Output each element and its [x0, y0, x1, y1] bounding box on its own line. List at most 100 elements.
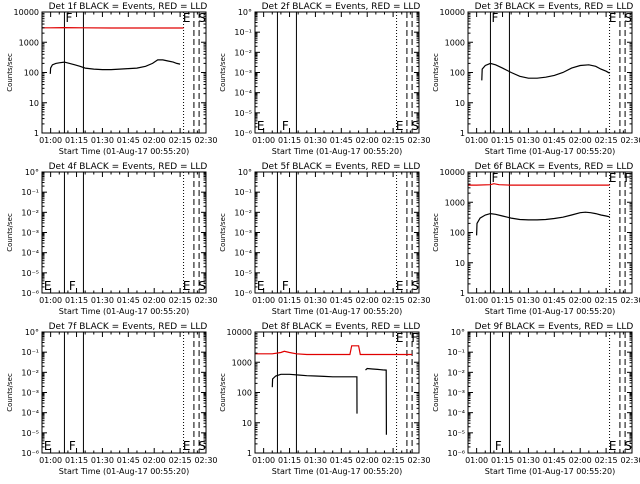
y-axis-label: Counts/sec — [6, 53, 14, 92]
y-tick-label: 10⁻¹ — [234, 28, 252, 37]
x-axis-label: Start Time (01-Aug-17 00:55:20) — [272, 307, 403, 316]
lld-series-line — [468, 184, 610, 185]
x-tick-label: 01:30 — [91, 136, 114, 145]
x-tick-label: 01:15 — [491, 456, 514, 465]
y-tick-label: 10000 — [440, 168, 465, 177]
x-tick-label: 01:15 — [491, 296, 514, 305]
y-tick-label: 1000 — [232, 358, 252, 367]
y-tick-label: 10 — [455, 259, 465, 268]
events-series-line — [272, 374, 357, 413]
x-tick-label: 02:15 — [169, 296, 192, 305]
x-tick-label: 02:15 — [382, 456, 405, 465]
plot-frame — [255, 12, 419, 133]
y-tick-label: 10⁻⁴ — [234, 249, 252, 258]
y-axis-label: Counts/sec — [6, 213, 14, 252]
plot-frame — [42, 172, 206, 293]
y-tick-label: 10⁻⁴ — [234, 89, 252, 98]
y-tick-label: 10° — [25, 168, 39, 177]
y-tick-label: 10⁻¹ — [21, 188, 39, 197]
y-tick-label: 10000 — [227, 328, 252, 337]
plot-frame — [42, 332, 206, 453]
y-tick-label: 10⁻² — [447, 368, 465, 377]
y-tick-label: 10⁻⁴ — [21, 409, 39, 418]
y-tick-label: 10⁻³ — [447, 389, 465, 398]
x-tick-label: 02:15 — [169, 456, 192, 465]
marker-label-f: F — [69, 439, 76, 453]
y-tick-label: 10⁻² — [234, 208, 252, 217]
marker-label-f: F — [69, 279, 76, 293]
x-tick-label: 01:00 — [39, 296, 62, 305]
y-tick-label: 10⁻⁴ — [21, 249, 39, 258]
x-tick-label: 01:15 — [65, 136, 88, 145]
y-tick-label: 10 — [455, 99, 465, 108]
x-tick-label: 01:30 — [304, 136, 327, 145]
y-tick-label: 10⁻⁵ — [234, 269, 252, 278]
x-tick-label: 02:00 — [569, 296, 592, 305]
y-tick-label: 10⁻⁶ — [447, 449, 465, 458]
marker-label-e: E — [396, 331, 404, 345]
x-tick-label: 02:30 — [407, 456, 430, 465]
x-tick-label: 01:30 — [91, 296, 114, 305]
events-series-line — [50, 60, 180, 74]
marker-label-e: E — [183, 439, 191, 453]
y-tick-label: 100 — [24, 69, 39, 78]
marker-label-e: E — [396, 279, 404, 293]
panel-title: Det 2f BLACK = Events, RED = LLD — [262, 2, 421, 12]
y-axis-label: Counts/sec — [219, 53, 227, 92]
x-tick-label: 02:30 — [620, 456, 640, 465]
x-tick-label: 02:30 — [194, 296, 217, 305]
y-tick-label: 1000 — [445, 198, 465, 207]
x-axis-label: Start Time (01-Aug-17 00:55:20) — [485, 467, 616, 476]
y-tick-label: 10 — [29, 99, 39, 108]
y-tick-label: 10⁻⁵ — [234, 109, 252, 118]
x-tick-label: 01:00 — [465, 296, 488, 305]
marker-label-e: E — [183, 11, 191, 25]
x-tick-label: 02:15 — [382, 136, 405, 145]
x-tick-label: 02:30 — [620, 136, 640, 145]
y-tick-label: 10° — [238, 168, 252, 177]
x-tick-label: 01:45 — [117, 296, 140, 305]
plot-frame — [468, 172, 632, 293]
x-tick-label: 01:00 — [39, 136, 62, 145]
x-axis-label: Start Time (01-Aug-17 00:55:20) — [59, 307, 190, 316]
y-tick-label: 10⁻⁵ — [21, 429, 39, 438]
marker-label-e: E — [609, 11, 617, 25]
x-tick-label: 02:15 — [169, 136, 192, 145]
y-tick-label: 10° — [25, 328, 39, 337]
y-tick-label: 10000 — [14, 8, 39, 17]
x-tick-label: 02:30 — [620, 296, 640, 305]
x-tick-label: 01:00 — [465, 136, 488, 145]
y-tick-label: 10⁻⁴ — [447, 409, 465, 418]
y-tick-label: 100 — [450, 69, 465, 78]
y-tick-label: 10⁻¹ — [21, 348, 39, 357]
x-tick-label: 02:15 — [595, 456, 618, 465]
x-axis-label: Start Time (01-Aug-17 00:55:20) — [59, 467, 190, 476]
panel-title: Det 4f BLACK = Events, RED = LLD — [49, 162, 208, 172]
x-tick-label: 02:15 — [595, 136, 618, 145]
y-axis-label: Counts/sec — [432, 373, 440, 412]
marker-label-f: F — [282, 119, 289, 133]
x-tick-label: 02:30 — [407, 136, 430, 145]
panel-title: Det 7f BLACK = Events, RED = LLD — [49, 322, 208, 332]
marker-label-f: F — [495, 439, 502, 453]
y-tick-label: 100 — [450, 229, 465, 238]
marker-label-f: F — [491, 171, 498, 185]
y-tick-label: 1000 — [19, 38, 39, 47]
x-tick-label: 02:30 — [194, 136, 217, 145]
x-axis-label: Start Time (01-Aug-17 00:55:20) — [485, 147, 616, 156]
y-axis-label: Counts/sec — [6, 373, 14, 412]
x-tick-label: 01:30 — [304, 296, 327, 305]
x-tick-label: 02:30 — [407, 296, 430, 305]
marker-label-e: E — [396, 119, 404, 133]
x-tick-label: 02:00 — [356, 136, 379, 145]
x-tick-label: 01:00 — [465, 456, 488, 465]
y-tick-label: 10⁻¹ — [234, 188, 252, 197]
